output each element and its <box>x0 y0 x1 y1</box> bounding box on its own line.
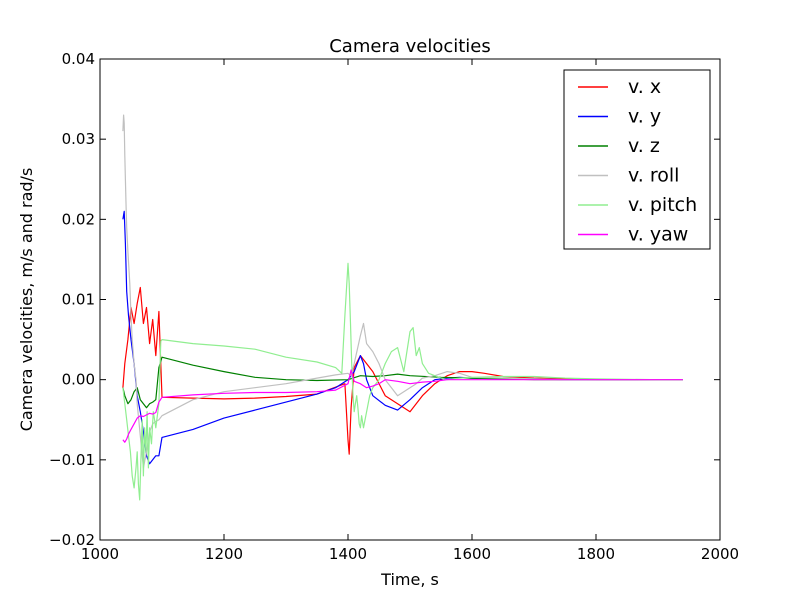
legend-label-3: v. roll <box>628 165 679 187</box>
legend-label-0: v. x <box>628 76 661 98</box>
y-tick-label: 0.02 <box>62 210 95 228</box>
legend-label-4: v. pitch <box>628 194 697 216</box>
x-tick-label: 1400 <box>329 545 367 563</box>
series-line-4 <box>122 262 683 501</box>
series-line-3 <box>122 114 683 469</box>
y-tick-label: 0.00 <box>62 371 95 389</box>
x-tick-label: 1600 <box>453 545 491 563</box>
y-tick-label: −0.01 <box>49 451 95 469</box>
legend-box <box>563 69 711 250</box>
y-tick-label: −0.02 <box>49 531 95 549</box>
x-tick-label: 2000 <box>701 545 739 563</box>
x-axis-label: Time, s <box>380 570 439 589</box>
legend-label-5: v. yaw <box>628 224 688 246</box>
legend-label-2: v. z <box>628 135 660 157</box>
y-tick-label: 0.04 <box>62 50 95 68</box>
y-tick-label: 0.03 <box>62 130 95 148</box>
ticks-layer: 1000 1200 1400 1600 1800 2000 −0.02 −0.01 0.00 0.… <box>49 50 739 563</box>
y-axis-label: Camera velocities, m/s and rad/s <box>17 168 36 432</box>
x-tick-label: 1200 <box>205 545 243 563</box>
y-tick-label: 0.01 <box>62 291 95 309</box>
series-layer <box>122 114 683 501</box>
x-tick-label: 1800 <box>577 545 615 563</box>
chart-title: Camera velocities <box>329 36 491 57</box>
legend: v. x v. y v. z v. roll v. pitch v. yaw <box>563 69 711 250</box>
series-line-0 <box>122 286 683 455</box>
x-tick-label: 1000 <box>81 545 119 563</box>
series-line-5 <box>122 369 683 443</box>
legend-label-1: v. y <box>628 106 661 128</box>
